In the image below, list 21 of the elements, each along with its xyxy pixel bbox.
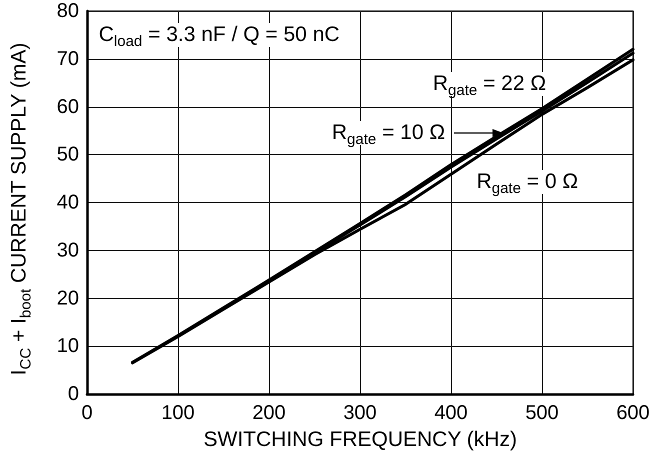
y-tick-label: 30 bbox=[56, 239, 79, 262]
y-tick-label: 20 bbox=[56, 287, 79, 310]
x-tick-label: 500 bbox=[525, 402, 559, 424]
x-tick-label: 600 bbox=[616, 402, 650, 424]
annotation: C$_{load}$ = 3.3 nF / Q = 50 nC bbox=[96, 23, 343, 50]
x-tick-label: 200 bbox=[252, 402, 286, 424]
legend-label: R$_{gate}$ = 10 Ω bbox=[328, 120, 448, 148]
x-tick-label: 400 bbox=[434, 402, 468, 424]
x-axis-title: SWITCHING FREQUENCY (kHz) bbox=[204, 428, 517, 452]
y-tick-label: 10 bbox=[56, 335, 79, 358]
y-tick-label: 80 bbox=[56, 0, 79, 22]
x-tick-label: 100 bbox=[161, 402, 195, 424]
series-label: R$_{gate}$ = 22 Ω bbox=[430, 72, 550, 99]
x-tick-label: 0 bbox=[81, 402, 93, 424]
x-tick-label: 300 bbox=[343, 402, 377, 424]
y-tick-label: 70 bbox=[56, 48, 79, 70]
y-tick-label: 0 bbox=[68, 383, 79, 405]
y-tick-label: 40 bbox=[56, 192, 79, 214]
y-tick-label: 50 bbox=[56, 144, 79, 166]
series-label: R$_{gate}$ = 0 Ω bbox=[474, 170, 582, 198]
y-tick-label: 60 bbox=[56, 96, 79, 118]
